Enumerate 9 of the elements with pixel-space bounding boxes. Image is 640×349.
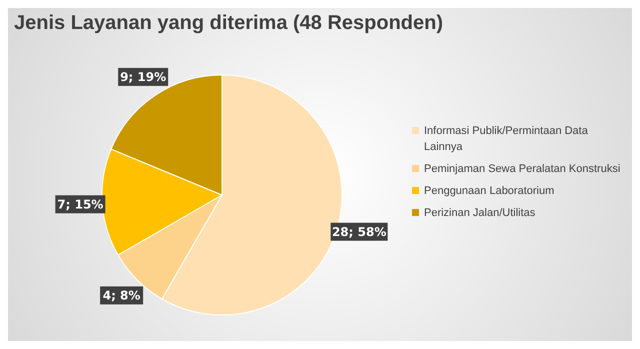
legend-label: Peminjaman Sewa Peralatan Konstruksi: [424, 162, 620, 176]
slice-label: Informasi Publik/Permintaan Data Lainnya: [424, 124, 589, 154]
data-label: 9; 19%: [120, 70, 166, 84]
legend-label: Penggunaan Laboratorium: [424, 184, 554, 198]
data-label: 7; 15%: [57, 197, 104, 212]
chart-title: Jenis Layanan yang diterima (48 Responden): [14, 12, 444, 35]
data-label: 28; 58%: [332, 224, 386, 239]
legend-label: Perizinan Jalan/Utilitas: [424, 206, 536, 220]
data-label: 4; 8%: [102, 288, 140, 302]
